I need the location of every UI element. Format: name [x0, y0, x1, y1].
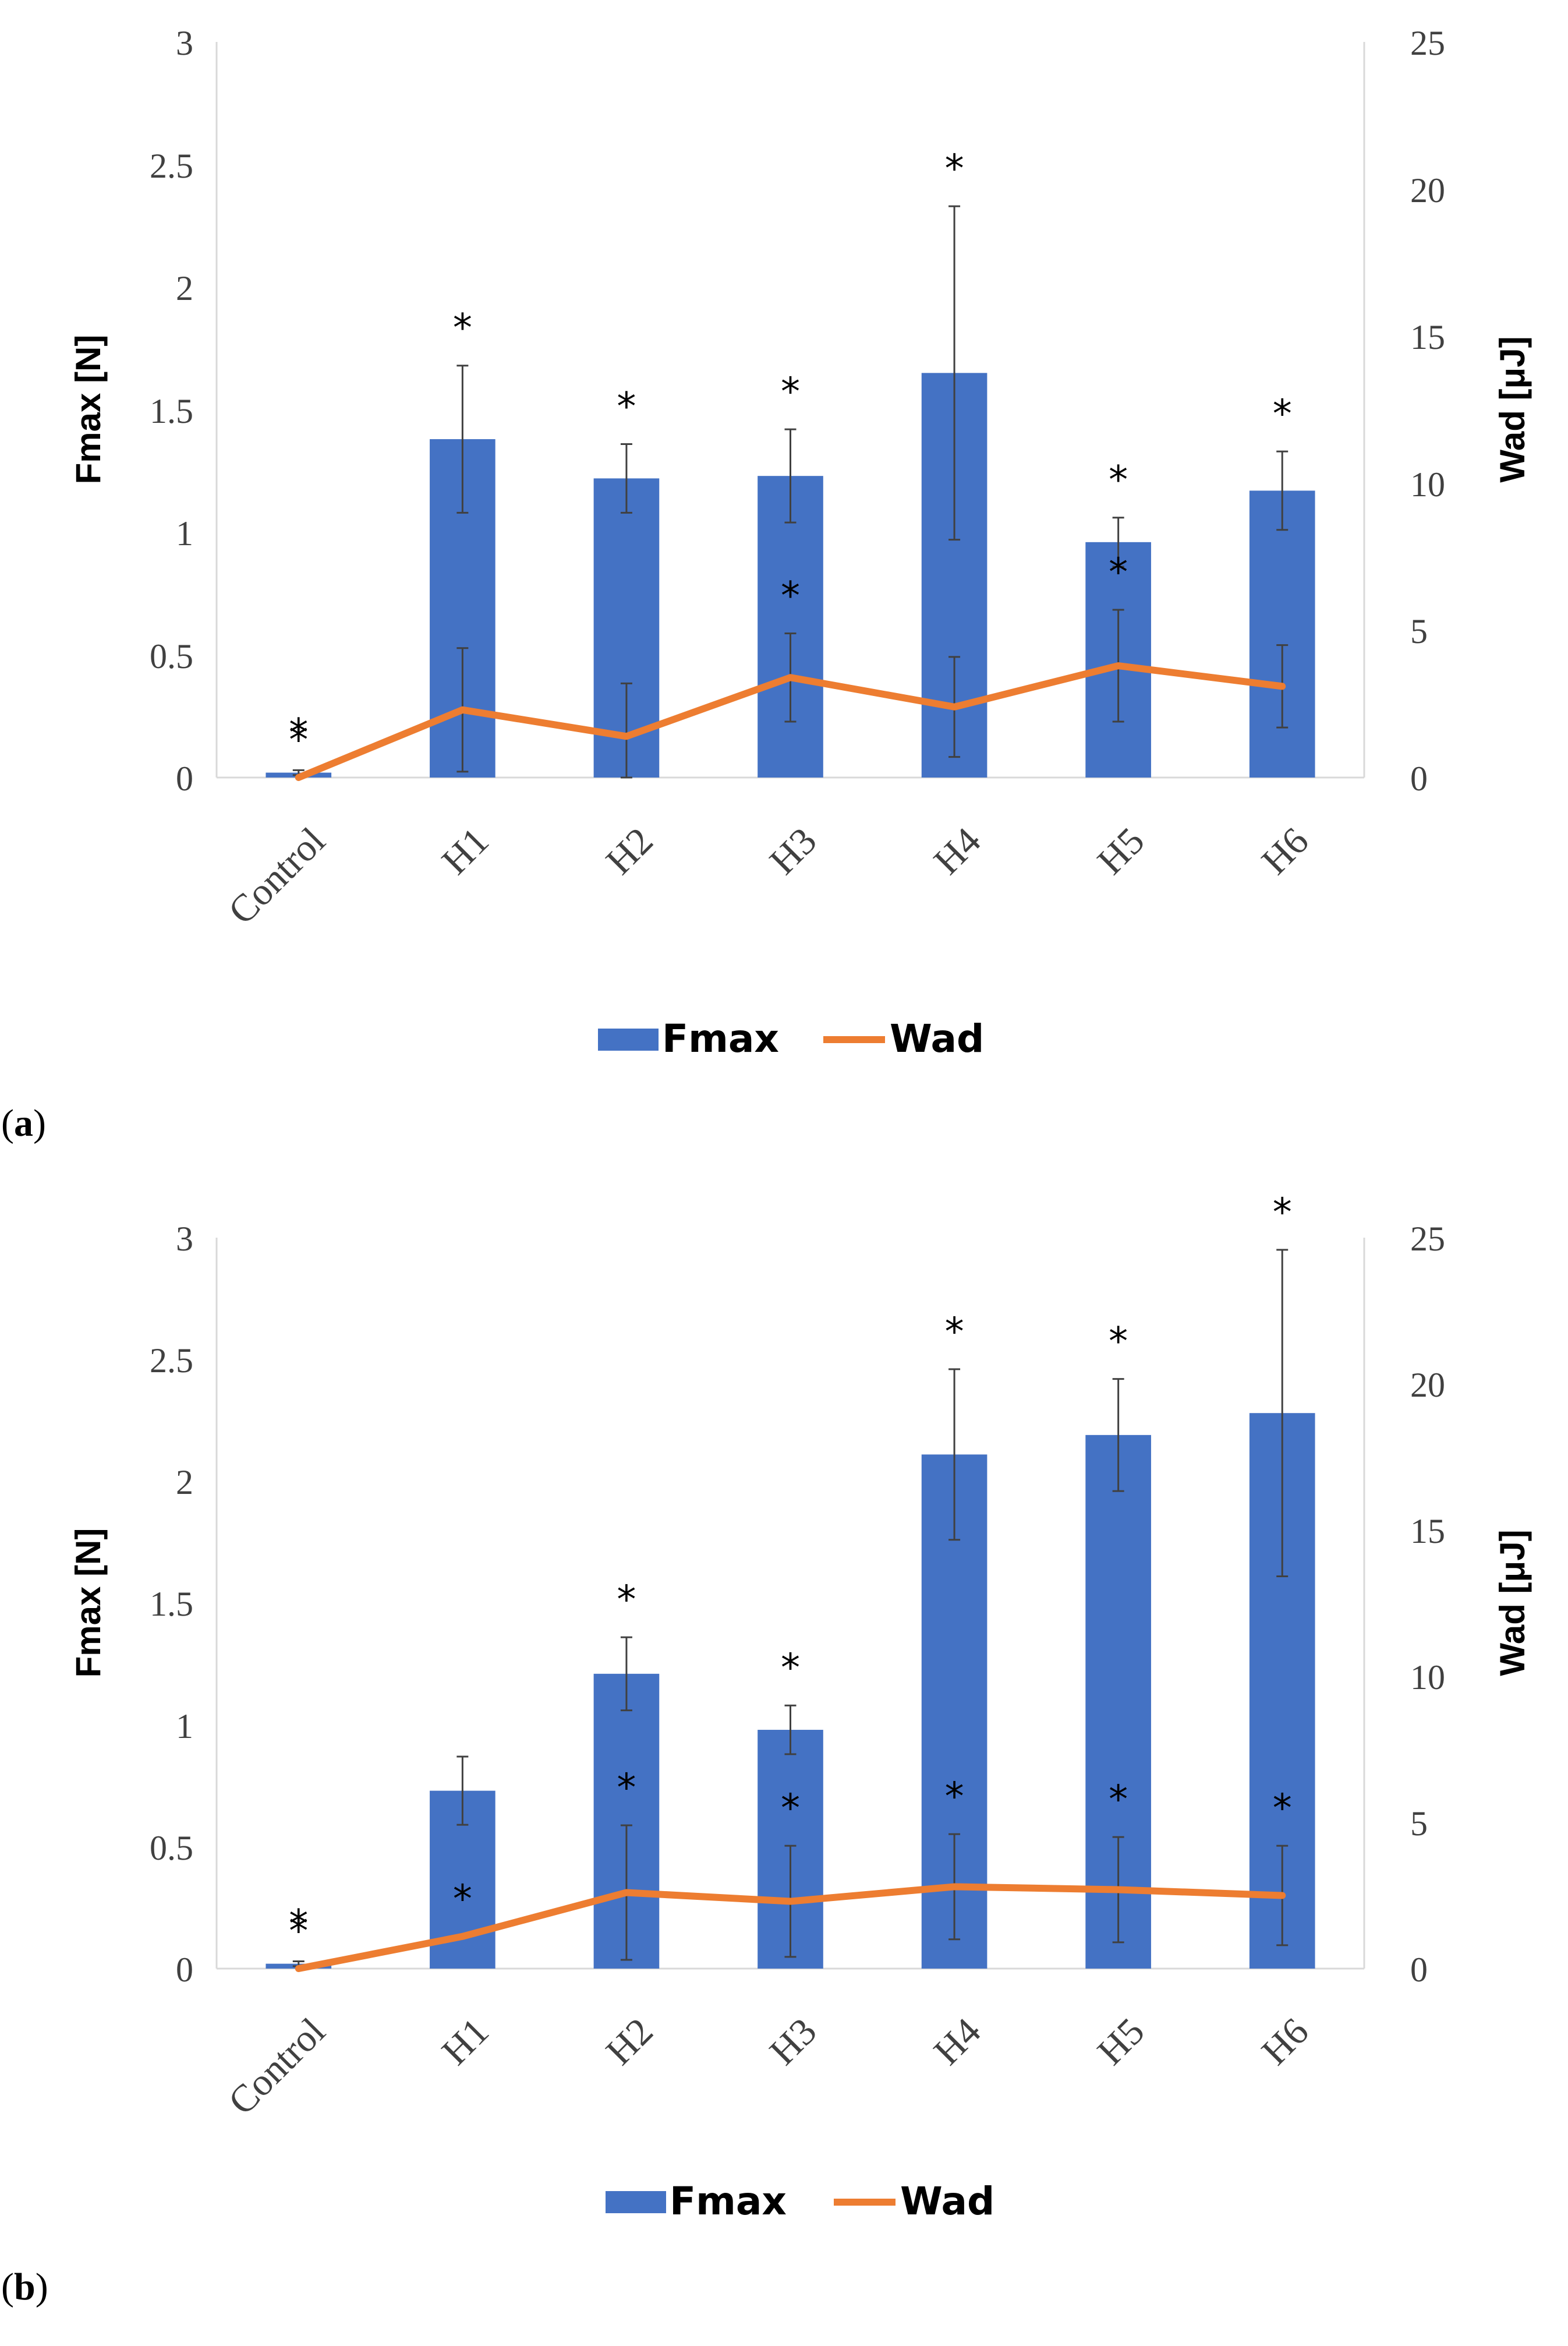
line-significance-star: * — [1109, 550, 1128, 595]
line-significance-star: * — [781, 573, 800, 618]
bar-significance-star: * — [1109, 458, 1128, 503]
bar-significance-star: * — [1273, 391, 1292, 436]
y-tick-label: 0.5 — [150, 1829, 193, 1867]
x-tick-label: H2 — [598, 819, 661, 883]
y-tick-label: 2 — [176, 1463, 193, 1501]
panel-letter: b — [14, 2266, 36, 2308]
y-tick-label: 0.5 — [150, 637, 193, 676]
y-tick-label: 1.5 — [150, 392, 193, 430]
line-significance-star: * — [945, 1774, 964, 1819]
line-significance-star: * — [289, 718, 308, 762]
line-series-wad — [295, 662, 1286, 781]
x-tick-label: H6 — [1254, 2010, 1317, 2073]
legend-wad-label: Wad — [900, 2179, 994, 2224]
x-tick-label: Control — [220, 2010, 333, 2123]
y2-tick-label: 5 — [1410, 1804, 1428, 1843]
y2-axis-label: Wad [μJ] — [1493, 336, 1532, 482]
y2-tick-label: 15 — [1410, 318, 1445, 356]
y2-axis-label: Wad [μJ] — [1493, 1529, 1532, 1676]
y-tick-label: 3 — [176, 1220, 193, 1258]
y-tick-label: 1 — [176, 1707, 193, 1746]
plot-area: **** ***** * * * * — [266, 1190, 1315, 1972]
y-tick-label: 0 — [176, 759, 193, 798]
legend-fmax-swatch — [598, 1029, 659, 1051]
y-axis-label: Fmax [N] — [69, 335, 108, 485]
x-tick-label: H2 — [598, 2010, 661, 2073]
bar-significance-star: * — [289, 710, 308, 755]
y2-tick-label: 5 — [1410, 612, 1428, 651]
y2-tick-label: 10 — [1410, 465, 1445, 504]
bar-significance-star: * — [617, 384, 636, 429]
y-tick-label: 2 — [176, 269, 193, 308]
line-significance-star: * — [617, 1765, 636, 1810]
bar-significance-star: * — [1273, 1190, 1292, 1235]
y2-tick-label: 0 — [1410, 1951, 1428, 1989]
line-significance-star: * — [781, 1786, 800, 1831]
x-tick-label: H5 — [1089, 819, 1153, 883]
panel-label: (a) — [1, 1102, 46, 1144]
y2-tick-label: 20 — [1410, 1366, 1445, 1404]
bar-fmax-h3 — [758, 476, 823, 778]
legend: Fmax Wad — [606, 2179, 994, 2224]
y-tick-label: 3 — [176, 24, 193, 62]
y-tick-label: 1.5 — [150, 1585, 193, 1623]
bar-fmax-h6 — [1249, 490, 1315, 778]
y2-tick-label: 0 — [1410, 759, 1428, 798]
legend-fmax-label: Fmax — [662, 1016, 779, 1061]
x-tick-label: Control — [220, 819, 333, 932]
y-tick-label: 2.5 — [150, 1341, 193, 1380]
line-series-wad — [295, 1883, 1286, 1972]
chart-panel-a: 0 0.5 1 1.5 2 2.5 3 0 5 10 15 20 25 Fmax… — [1, 24, 1532, 1144]
y2-tick-label: 10 — [1410, 1658, 1445, 1697]
y2-tick-label: 25 — [1410, 1220, 1445, 1258]
x-tick-label: H4 — [926, 2010, 989, 2073]
bar-significance-star: * — [781, 1645, 800, 1690]
legend-fmax-swatch — [606, 2191, 666, 2213]
line-significance-star: * — [1273, 1786, 1292, 1831]
panel-label: (b) — [1, 2266, 48, 2308]
x-tick-label: H5 — [1089, 2010, 1153, 2073]
y2-tick-label: 15 — [1410, 1512, 1445, 1550]
bar-significance-star: * — [945, 1309, 964, 1354]
x-tick-label: H3 — [762, 2010, 825, 2073]
y-axis-label: Fmax [N] — [69, 1528, 108, 1678]
x-tick-label: H6 — [1254, 819, 1317, 883]
y2-tick-label: 20 — [1410, 171, 1445, 210]
bar-significance-star: * — [289, 1901, 308, 1946]
bar-significance-star: * — [453, 306, 472, 351]
x-tick-label: H3 — [762, 819, 825, 883]
bar-significance-star: * — [617, 1577, 636, 1622]
line-significance-star: * — [1109, 1777, 1128, 1822]
legend: Fmax Wad — [598, 1016, 984, 1061]
bar-significance-star: * — [1109, 1319, 1128, 1364]
line-significance-star: * — [453, 1877, 472, 1921]
chart-panel-b: 0 0.5 1 1.5 2 2.5 3 0 5 10 15 20 25 Fmax… — [1, 1190, 1532, 2308]
y2-tick-label: 25 — [1410, 24, 1445, 62]
panel-letter: a — [14, 1102, 33, 1144]
legend-wad-label: Wad — [890, 1016, 984, 1061]
y-tick-label: 0 — [176, 1951, 193, 1989]
x-tick-label: H4 — [926, 819, 989, 883]
legend-fmax-label: Fmax — [670, 2179, 787, 2224]
bar-significance-star: * — [781, 369, 800, 414]
bar-significance-star: * — [945, 146, 964, 191]
line-significance-star: * — [289, 1909, 308, 1953]
plot-area: *** ******* — [266, 146, 1315, 781]
x-tick-label: H1 — [434, 819, 497, 883]
x-tick-label: H1 — [434, 2010, 497, 2073]
y-tick-label: 2.5 — [150, 147, 193, 185]
y-tick-label: 1 — [176, 514, 193, 553]
